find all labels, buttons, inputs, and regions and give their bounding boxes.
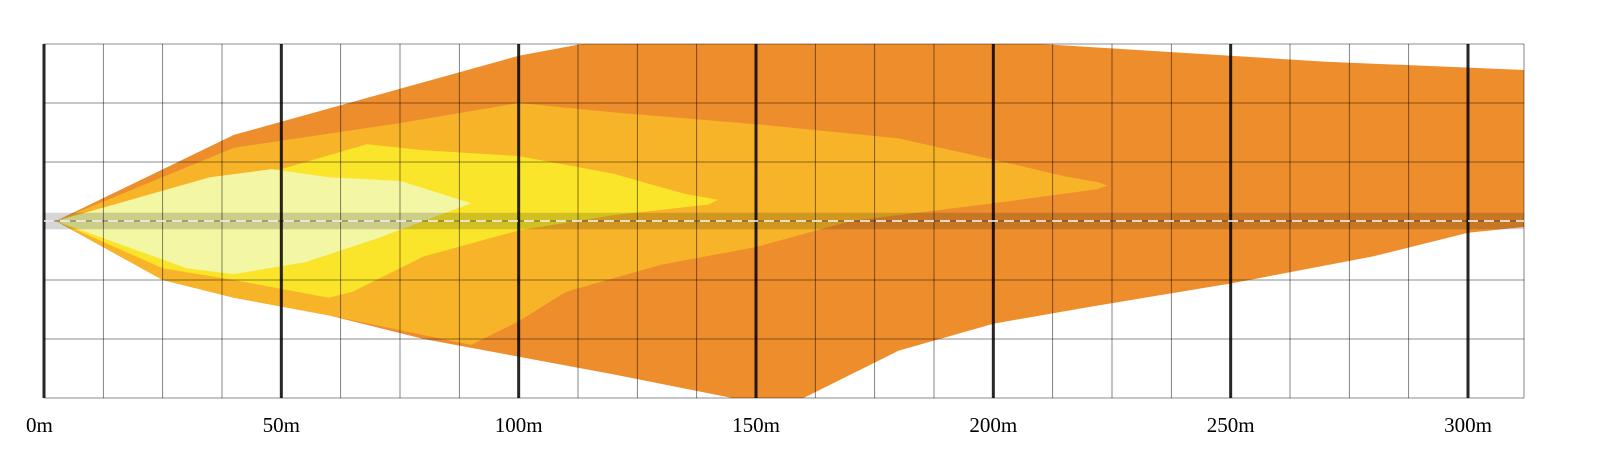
x-tick-label: 250m: [1207, 413, 1255, 437]
zone-1-area: [55, 169, 472, 275]
x-tick-label: 50m: [263, 413, 300, 437]
x-tick-label: 100m: [495, 413, 543, 437]
x-tick-label: 200m: [969, 413, 1017, 437]
x-axis-tick-labels: 0m 50m 100m 150m 200m 250m 300m: [26, 413, 1492, 437]
road: [44, 212, 1524, 230]
x-tick-label: 0m: [26, 413, 53, 437]
x-tick-label: 150m: [732, 413, 780, 437]
x-tick-label: 300m: [1444, 413, 1492, 437]
